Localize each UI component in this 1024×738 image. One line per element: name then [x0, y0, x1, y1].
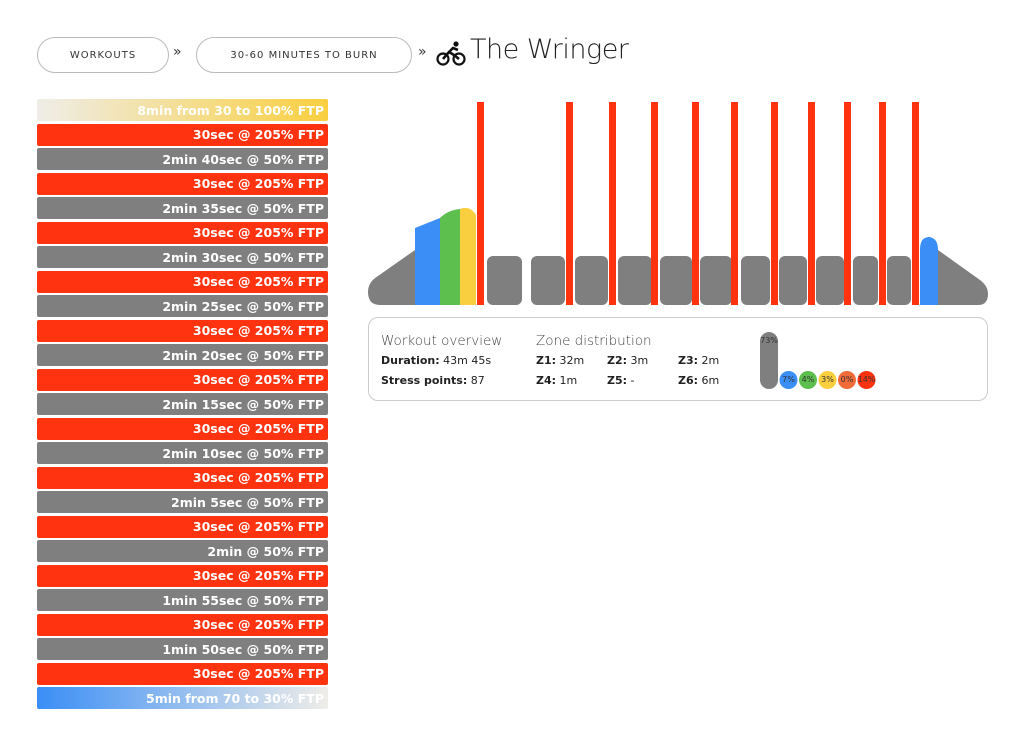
workout-title: The Wringer	[470, 34, 629, 65]
zone-bar-label: 4%	[802, 375, 815, 384]
zone-bar-label: 0%	[841, 375, 854, 384]
zone-label: Z1:	[536, 354, 557, 367]
interval-row: 2min 40sec @ 50% FTP	[37, 148, 328, 170]
interval-row: 30sec @ 205% FTP	[37, 221, 328, 244]
zone-value: 2m	[701, 354, 720, 367]
value: 87	[470, 374, 485, 387]
zone-label: Z4:	[536, 374, 557, 387]
interval-row: 8min from 30 to 100% FTP	[37, 99, 328, 121]
zone-value: 1m	[559, 374, 578, 387]
zone-bar	[760, 332, 778, 389]
overview-panel: Workout overview Duration: 43m 45s Stres…	[368, 317, 988, 401]
zone-item: Z1: 32m	[536, 354, 584, 367]
zone-item: Z4: 1m	[536, 374, 577, 387]
interval-row: 30sec @ 205% FTP	[37, 270, 328, 293]
workout-graph	[368, 102, 988, 305]
value: 43m 45s	[443, 354, 492, 367]
interval-row: 30sec @ 205% FTP	[37, 417, 328, 440]
interval-row: 1min 55sec @ 50% FTP	[37, 589, 328, 611]
bike-icon	[436, 41, 466, 66]
zone-value: 6m	[701, 374, 720, 387]
zone-value: 32m	[559, 354, 585, 367]
zones-heading: Zone distribution	[536, 333, 652, 349]
label: Duration:	[381, 354, 440, 367]
interval-row: 2min 35sec @ 50% FTP	[37, 197, 328, 219]
interval-row: 30sec @ 205% FTP	[37, 515, 328, 538]
zone-item: Z2: 3m	[607, 354, 648, 367]
zone-chart: 73% 7% 4% 3% 0% 14%	[760, 332, 876, 389]
zone-item: Z3: 2m	[678, 354, 719, 367]
label: Stress points:	[381, 374, 468, 387]
interval-row: 30sec @ 205% FTP	[37, 613, 328, 636]
separator: »	[418, 44, 427, 60]
interval-row: 2min 25sec @ 50% FTP	[37, 295, 328, 317]
interval-row: 30sec @ 205% FTP	[37, 172, 328, 195]
interval-row: 30sec @ 205% FTP	[37, 466, 328, 489]
interval-row: 30sec @ 205% FTP	[37, 319, 328, 342]
interval-row: 2min 15sec @ 50% FTP	[37, 393, 328, 415]
zone-item: Z6: 6m	[678, 374, 719, 387]
interval-row: 2min 30sec @ 50% FTP	[37, 246, 328, 268]
zone-bar	[857, 371, 876, 389]
interval-row: 30sec @ 205% FTP	[37, 564, 328, 587]
zone-label: Z5:	[607, 374, 628, 387]
zone-label: Z2:	[607, 354, 628, 367]
interval-row: 2min @ 50% FTP	[37, 540, 328, 562]
interval-row: 30sec @ 205% FTP	[37, 123, 328, 146]
zone-bar-label: 7%	[782, 375, 795, 384]
overview-heading: Workout overview	[381, 333, 503, 349]
interval-row: 30sec @ 205% FTP	[37, 662, 328, 685]
interval-row: 2min 20sec @ 50% FTP	[37, 344, 328, 366]
interval-row: 2min 5sec @ 50% FTP	[37, 491, 328, 513]
interval-row: 5min from 70 to 30% FTP	[37, 687, 328, 709]
zone-value: 3m	[630, 354, 649, 367]
interval-list: 8min from 30 to 100% FTP 30sec @ 205% FTP…	[37, 99, 328, 712]
interval-row: 1min 50sec @ 50% FTP	[37, 638, 328, 660]
zone-value: -	[630, 374, 635, 387]
zone-bar-label: 3%	[821, 375, 834, 384]
zone-label: Z6:	[678, 374, 699, 387]
zone-bar	[838, 371, 856, 389]
interval-row: 30sec @ 205% FTP	[37, 368, 328, 391]
separator: »	[173, 44, 182, 60]
stress: Stress points: 87	[381, 374, 485, 387]
duration: Duration: 43m 45s	[381, 354, 491, 367]
zone-bar-label: 73%	[760, 336, 778, 345]
interval-row: 2min 10sec @ 50% FTP	[37, 442, 328, 464]
zone-bar	[818, 371, 837, 389]
zone-item: Z5: -	[607, 374, 635, 387]
zone-bar	[779, 371, 798, 389]
zone-label: Z3:	[678, 354, 699, 367]
zone-bar	[799, 371, 817, 389]
breadcrumb[interactable]: WORKOUTS	[37, 37, 169, 73]
breadcrumb[interactable]: 30-60 MINUTES TO BURN	[196, 37, 412, 73]
zone-bar-label: 14%	[858, 375, 876, 384]
